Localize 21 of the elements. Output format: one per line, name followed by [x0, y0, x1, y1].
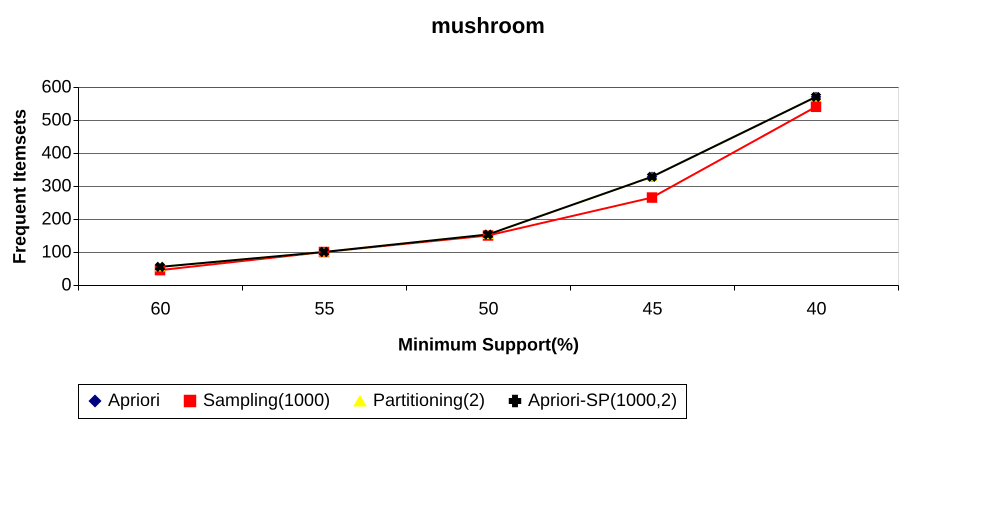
x-tick-label: 45: [642, 298, 663, 318]
x-axis-title: Minimum Support(%): [398, 334, 579, 354]
point: [810, 102, 822, 112]
legend-label: Partitioning(2): [373, 390, 486, 410]
legend-label: Apriori: [108, 390, 160, 410]
legend-label: Apriori-SP(1000,2): [528, 390, 678, 410]
x-tick-label: 60: [150, 298, 171, 318]
y-tick-label: 500: [41, 110, 72, 130]
x-tick-label: 50: [478, 298, 499, 318]
chart-title: mushroom: [431, 13, 545, 38]
point: [646, 192, 658, 203]
y-tick-label: 600: [41, 76, 72, 96]
y-tick-label: 400: [41, 142, 72, 162]
y-tick-label: 300: [41, 176, 72, 196]
x-tick-label: 55: [314, 298, 335, 318]
x-tick-label: 40: [806, 298, 827, 318]
legend-label: Sampling(1000): [203, 390, 330, 410]
y-axis-title: Frequent Itemsets: [9, 108, 30, 264]
y-tick-label: 200: [41, 208, 72, 228]
y-tick-label: 0: [61, 274, 72, 294]
y-tick-label: 100: [41, 242, 72, 262]
